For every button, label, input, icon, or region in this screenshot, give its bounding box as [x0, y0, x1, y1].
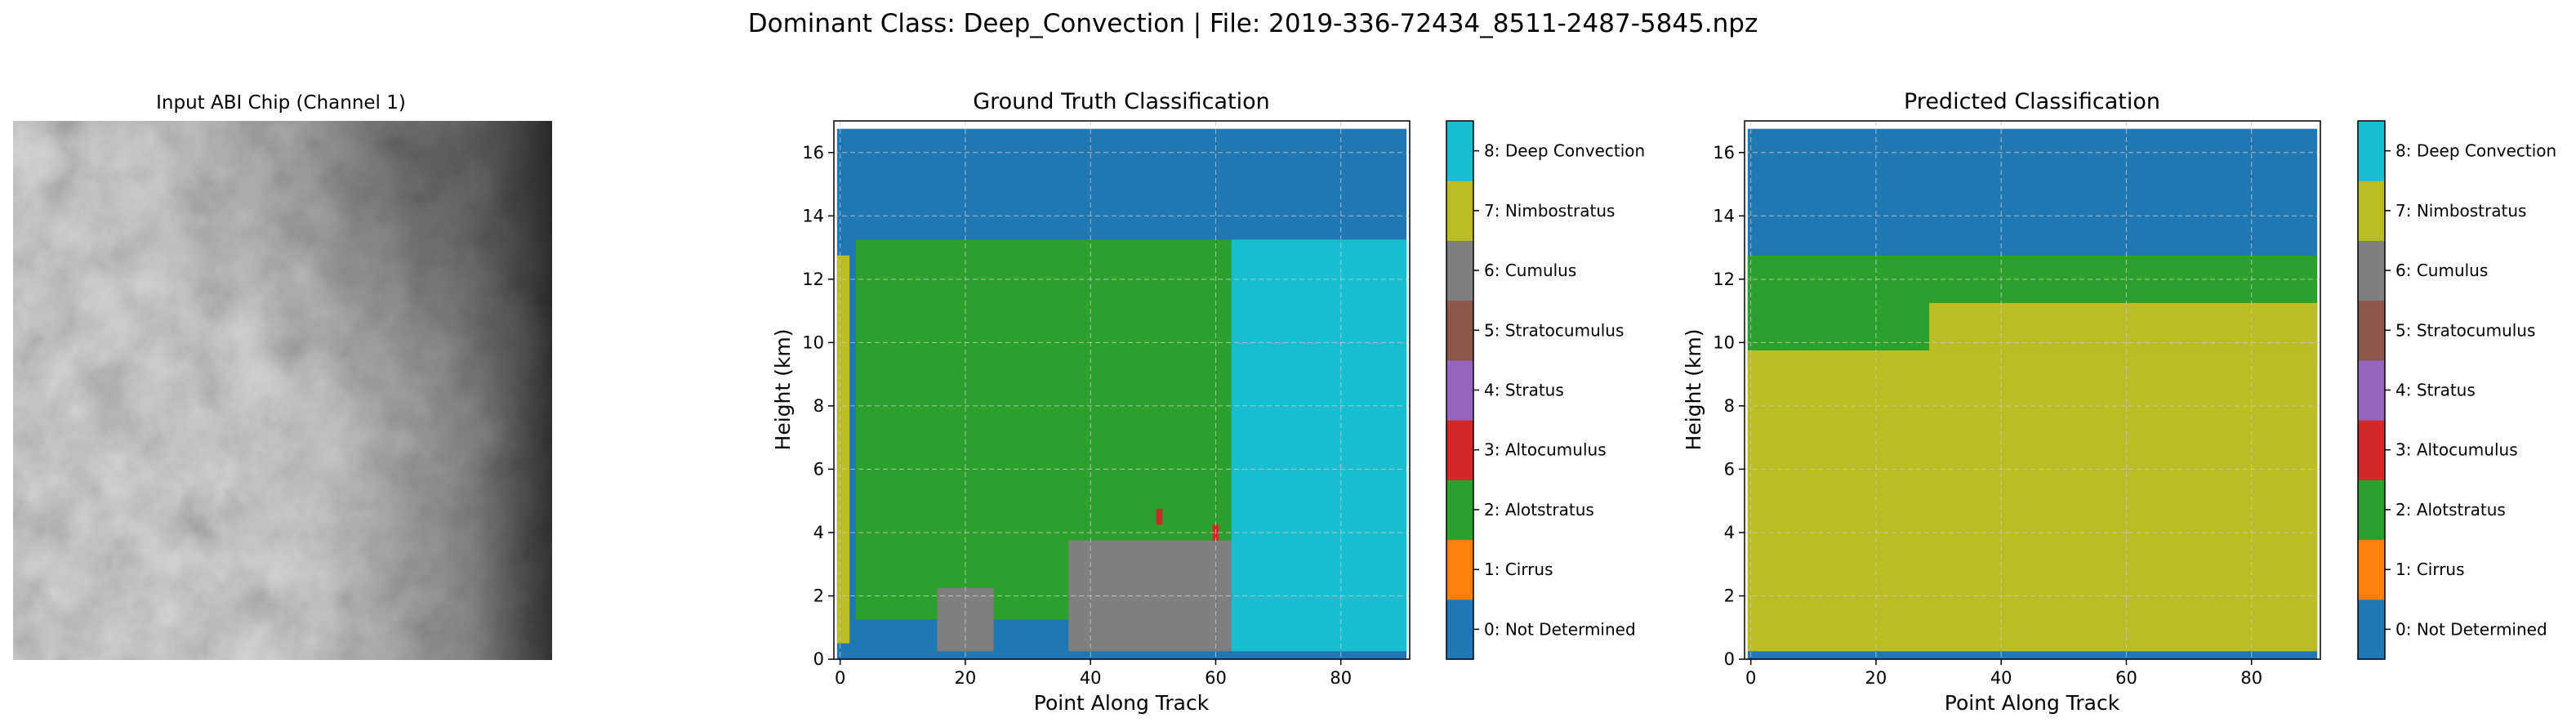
- x-tick-label: 0: [1745, 668, 1756, 688]
- colorbar-label: 4: Stratus: [1484, 381, 1564, 400]
- predicted-title: Predicted Classification: [1904, 89, 2160, 114]
- colorbar-label: 6: Cumulus: [1484, 261, 1576, 280]
- y-tick-label: 16: [802, 143, 824, 163]
- abi-chip-image: [13, 121, 552, 660]
- colorbar-label: 2: Alotstratus: [1484, 500, 1594, 520]
- y-tick-label: 8: [813, 396, 824, 416]
- colorbar-swatch: [1446, 300, 1473, 361]
- y-tick-label: 4: [813, 523, 824, 542]
- colorbar-swatch: [2358, 240, 2385, 301]
- colorbar-swatch: [2358, 599, 2385, 660]
- predicted-xlabel: Point Along Track: [1945, 691, 2120, 715]
- colorbar-label: 7: Nimbostratus: [2396, 201, 2526, 221]
- y-tick-label: 10: [802, 332, 824, 352]
- colorbar-swatch: [2358, 539, 2385, 600]
- region-class-3: [1156, 508, 1163, 525]
- x-tick-label: 80: [1330, 668, 1352, 688]
- colorbar-label: 7: Nimbostratus: [1484, 201, 1615, 221]
- colorbar-label: 1: Cirrus: [1484, 560, 1553, 579]
- x-tick-label: 60: [1205, 668, 1227, 688]
- colorbar-label: 3: Altocumulus: [1484, 440, 1607, 460]
- colorbar-swatch: [1446, 240, 1473, 301]
- x-tick-label: 0: [835, 668, 845, 688]
- colorbar-label: 0: Not Determined: [1484, 619, 1636, 639]
- predicted-frame: [1744, 120, 2321, 660]
- ground-truth-ticks: 0 20 40 60 80 0 2 4 6 8 10 12 14 16: [802, 143, 1352, 688]
- y-tick-label: 2: [813, 586, 824, 605]
- y-tick-label: 0: [1724, 649, 1735, 669]
- y-tick-label: 16: [1713, 143, 1735, 163]
- ground-truth-heatmap: [836, 128, 1407, 660]
- region-class-7: [836, 255, 850, 644]
- y-tick-label: 6: [813, 459, 824, 479]
- colorbar-swatch: [2358, 420, 2385, 480]
- colorbar-swatch: [2358, 479, 2385, 541]
- colorbar-label: 8: Deep Convection: [1484, 141, 1645, 161]
- colorbar-label: 2: Alotstratus: [2396, 500, 2506, 520]
- x-tick-label: 20: [955, 668, 977, 688]
- input-image-panel: Input ABI Chip (Channel 1): [13, 92, 552, 660]
- colorbar-swatch: [2358, 300, 2385, 361]
- y-tick-label: 8: [1724, 396, 1735, 416]
- predicted-panel: 0 20 40 60 80 0 2 4 6 8 10 12 14 16 Predicted Classif…: [1682, 89, 2321, 715]
- figure-suptitle: Dominant Class: Deep_Convection | File: …: [748, 9, 1758, 38]
- colorbar-swatch: [1446, 539, 1473, 600]
- y-tick-label: 6: [1724, 459, 1735, 479]
- predicted-heatmap: [1747, 128, 2318, 660]
- colorbar-swatch: [2358, 181, 2385, 241]
- predicted-ylabel: Height (km): [1682, 329, 1705, 451]
- y-tick-label: 2: [1724, 586, 1735, 605]
- predicted-ticks: 0 20 40 60 80 0 2 4 6 8 10 12 14 16: [1713, 143, 2262, 688]
- region-class-8: [1231, 239, 1407, 652]
- colorbar-label: 5: Stratocumulus: [2396, 320, 2535, 340]
- colorbar-swatch: [1446, 181, 1473, 241]
- x-tick-label: 80: [2240, 668, 2262, 688]
- y-tick-label: 10: [1713, 332, 1735, 352]
- colorbar-frame: [1446, 120, 1474, 660]
- x-tick-label: 60: [2115, 668, 2137, 688]
- predicted-colorbar: 0: Not Determined 1: Cirrus 2: Alotstratus…: [2357, 120, 2556, 660]
- y-tick-label: 12: [1713, 270, 1735, 289]
- colorbar-label: 8: Deep Convection: [2396, 141, 2556, 161]
- y-tick-label: 0: [813, 649, 824, 669]
- ground-truth-panel: 0 20 40 60 80 0 2 4 6 8 10 12 14 16 Ground Truth Clas…: [771, 89, 1411, 715]
- y-tick-label: 12: [802, 270, 824, 289]
- colorbar-swatch: [2358, 121, 2385, 181]
- colorbar-swatch: [1446, 479, 1473, 541]
- colorbar-label: 0: Not Determined: [2396, 619, 2547, 639]
- x-tick-label: 20: [1865, 668, 1887, 688]
- ground-truth-title: Ground Truth Classification: [973, 89, 1270, 114]
- region-class-6: [1068, 540, 1232, 652]
- y-tick-label: 4: [1724, 523, 1735, 542]
- region-class-7: [1929, 302, 2318, 351]
- colorbar-frame: [2357, 120, 2386, 660]
- colorbar-label: 5: Stratocumulus: [1484, 320, 1624, 340]
- region-class-7: [1747, 350, 2318, 652]
- ground-truth-ylabel: Height (km): [771, 329, 795, 451]
- ground-truth-xlabel: Point Along Track: [1034, 691, 1210, 715]
- ground-truth-colorbar: 0: Not Determined 1: Cirrus 2: Alotstratus…: [1446, 120, 1645, 660]
- colorbar-swatch: [1446, 599, 1473, 660]
- colorbar-swatch: [1446, 121, 1473, 181]
- colorbar-label: 6: Cumulus: [2396, 261, 2488, 280]
- y-tick-label: 14: [802, 206, 824, 225]
- y-tick-label: 14: [1713, 206, 1735, 225]
- colorbar-swatch: [1446, 359, 1473, 421]
- x-tick-label: 40: [1990, 668, 2012, 688]
- input-image-title: Input ABI Chip (Channel 1): [156, 92, 406, 114]
- colorbar-label: 3: Altocumulus: [2396, 440, 2518, 460]
- x-tick-label: 40: [1080, 668, 1102, 688]
- colorbar-swatch: [1446, 420, 1473, 480]
- ground-truth-frame: [833, 120, 1411, 660]
- colorbar-label: 1: Cirrus: [2396, 560, 2465, 579]
- colorbar-swatch: [2358, 359, 2385, 421]
- colorbar-label: 4: Stratus: [2396, 381, 2476, 400]
